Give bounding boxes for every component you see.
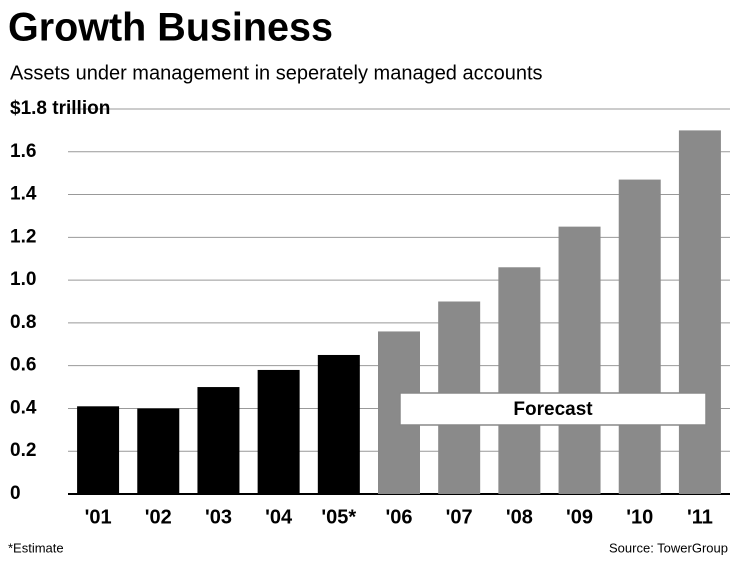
x-tick-label: '11	[687, 506, 713, 528]
chart-title: Growth Business	[8, 6, 333, 50]
y-tick-label: $1.8 trillion	[10, 98, 110, 119]
footnote: *Estimate	[8, 540, 64, 555]
annotation: Forecast	[513, 399, 593, 420]
x-tick-label: '03	[205, 506, 232, 528]
y-tick-label: 1.6	[10, 141, 36, 162]
annotation-box	[399, 392, 707, 426]
y-tick-label: 1.0	[10, 269, 36, 290]
chart-subtitle: Assets under management in seperately ma…	[10, 62, 543, 84]
x-tick-label: '06	[385, 506, 412, 528]
x-tick-label: '10	[626, 506, 653, 528]
x-tick-label: '01	[85, 506, 112, 528]
bar	[558, 226, 601, 494]
y-tick-label: 0.6	[10, 355, 36, 376]
bars	[77, 130, 721, 495]
bar	[317, 354, 360, 494]
x-tick-label: '02	[145, 506, 172, 528]
x-tick-label: '04	[265, 506, 293, 528]
bar	[678, 130, 721, 494]
y-tick-label: 1.2	[10, 226, 36, 247]
x-tick-label: '08	[506, 506, 533, 528]
bar	[197, 387, 240, 494]
x-tick-label: '05*	[321, 506, 356, 528]
bar	[498, 267, 541, 494]
bar	[77, 406, 120, 494]
y-tick-label: 0.2	[10, 440, 36, 461]
y-tick-label: 1.4	[10, 184, 37, 205]
y-tick-label: 0.8	[10, 312, 36, 333]
bar	[257, 369, 300, 494]
y-tick-label: 0	[10, 483, 21, 504]
y-tick-label: 0.4	[10, 397, 37, 418]
bar	[137, 408, 180, 494]
bar	[618, 179, 661, 495]
source: Source: TowerGroup	[609, 540, 728, 555]
x-tick-label: '07	[446, 506, 473, 528]
x-tick-label: '09	[566, 506, 593, 528]
